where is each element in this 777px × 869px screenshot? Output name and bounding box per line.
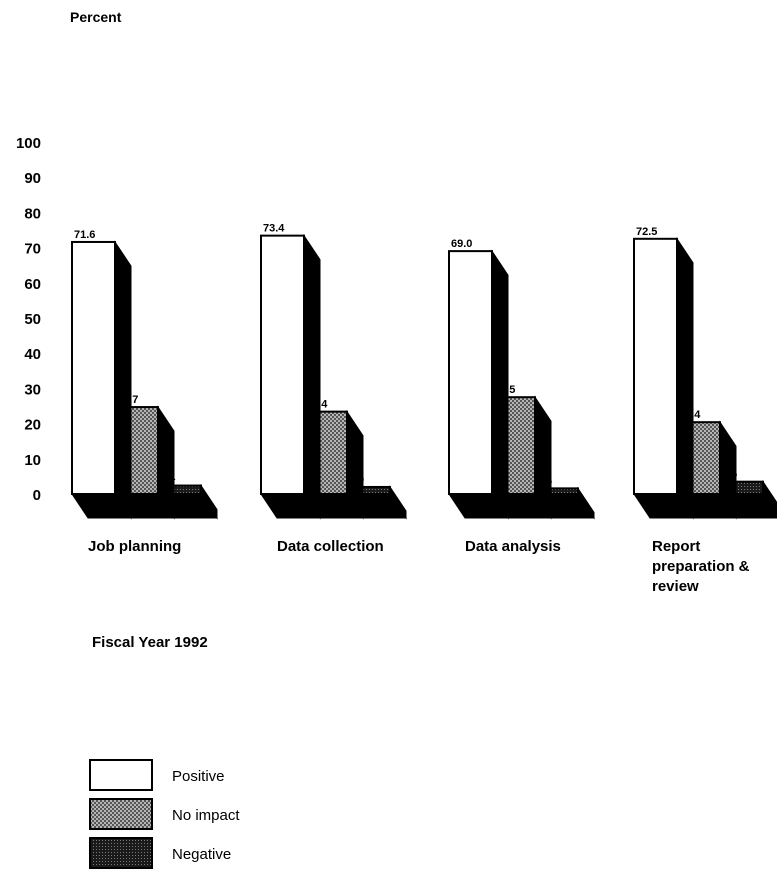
floor-slab (71, 493, 218, 519)
category-label-line: Data analysis (465, 538, 561, 555)
y-tick-label: 70 (24, 241, 41, 258)
y-axis: 0 10 20 30 40 50 60 70 80 90 100 (16, 135, 41, 504)
legend-label: No impact (172, 807, 240, 824)
floor-slab (633, 493, 777, 519)
bar-positive (260, 234, 305, 496)
y-tick-label: 40 (24, 346, 41, 363)
legend-item: Positive (89, 759, 225, 791)
y-tick-label: 50 (24, 311, 41, 328)
y-tick-label: 20 (24, 417, 41, 434)
bar-positive (71, 240, 116, 495)
y-tick-label: 80 (24, 205, 41, 222)
bar-side-face (303, 233, 321, 520)
legend: Positive No impact Negative (89, 759, 240, 869)
legend-label: Negative (172, 846, 231, 863)
category-label-line: preparation & (652, 558, 750, 575)
legend-item: Negative (89, 837, 231, 869)
y-tick-label: 100 (16, 135, 41, 152)
y-tick-label: 60 (24, 276, 41, 293)
category-label-line: Job planning (88, 538, 181, 555)
y-unit-label: Percent (70, 9, 122, 25)
bar-positive (633, 237, 678, 495)
chart-subtitle: Fiscal Year 1992 (92, 634, 208, 651)
category-label-line: Data collection (277, 538, 384, 555)
data-label: 71.6 (74, 229, 95, 241)
category-label-line: review (652, 578, 699, 595)
legend-item: No impact (89, 798, 240, 830)
bar-side-face (676, 237, 694, 520)
data-label: 73.4 (263, 223, 285, 235)
bar-side-face (114, 240, 132, 520)
bar-side-face (491, 249, 509, 520)
floor-slab (260, 493, 407, 519)
bar-positive (448, 250, 493, 495)
category-label: Job planning (88, 538, 181, 555)
data-label: 72.5 (636, 226, 657, 238)
legend-swatch (89, 759, 153, 791)
y-tick-label: 90 (24, 170, 41, 187)
category-label: Data analysis (465, 538, 561, 555)
y-tick-label: 30 (24, 381, 41, 398)
legend-label: Positive (172, 768, 225, 785)
floor-slab (448, 493, 595, 519)
data-label: 69.0 (451, 238, 472, 250)
legend-swatch (89, 798, 153, 830)
y-tick-label: 0 (33, 487, 41, 504)
category-label: Data collection (277, 538, 384, 555)
category-label: Report preparation & review (652, 538, 750, 595)
y-tick-label: 10 (24, 452, 41, 469)
category-label-line: Report (652, 538, 700, 555)
legend-swatch (89, 837, 153, 869)
